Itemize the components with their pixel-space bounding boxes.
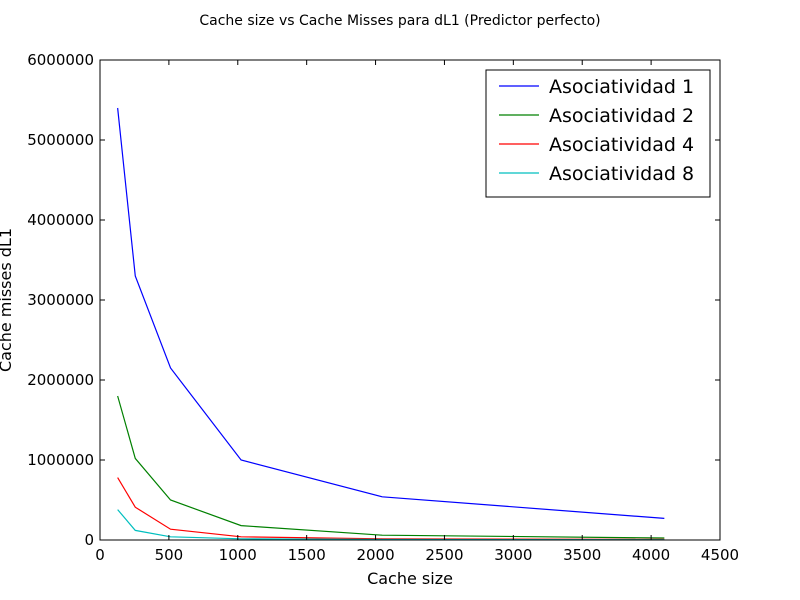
y-tick-label: 2000000 [27, 371, 94, 389]
legend-label-2: Asociatividad 2 [549, 105, 694, 127]
x-tick-label: 0 [95, 546, 105, 564]
x-tick-label: 2500 [425, 546, 463, 564]
series-line-3 [117, 477, 665, 540]
chart-title: Cache size vs Cache Misses para dL1 (Pre… [199, 13, 600, 29]
y-tick-label: 4000000 [27, 211, 94, 229]
x-axis-label: Cache size [367, 569, 453, 588]
x-tick-label: 2000 [356, 546, 394, 564]
legend-label-1: Asociatividad 1 [549, 76, 694, 98]
y-tick-label: 0 [84, 531, 94, 549]
axis-ticks: 0 500 1000 1500 2000 2500 3000 3500 4000 4500 0 100… [27, 51, 739, 564]
y-axis-label: Cache misses dL1 [0, 228, 15, 372]
y-tick-label: 3000000 [27, 291, 94, 309]
x-tick-label: 3500 [563, 546, 601, 564]
y-tick-label: 6000000 [27, 51, 94, 69]
x-tick-label: 3000 [494, 546, 532, 564]
legend: Asociatividad 1 Asociatividad 2 Asociativi… [485, 69, 711, 198]
x-tick-label: 1000 [219, 546, 257, 564]
legend-label-4: Asociatividad 8 [549, 163, 694, 185]
x-tick-label: 500 [155, 546, 184, 564]
legend-label-3: Asociatividad 4 [549, 134, 694, 156]
x-tick-label: 4500 [701, 546, 739, 564]
y-tick-label: 1000000 [27, 451, 94, 469]
series-line-2 [117, 395, 665, 539]
x-tick-label: 1500 [288, 546, 326, 564]
x-tick-label: 4000 [632, 546, 670, 564]
legend-box [485, 69, 711, 198]
series-line-1 [117, 107, 665, 519]
y-tick-label: 5000000 [27, 131, 94, 149]
